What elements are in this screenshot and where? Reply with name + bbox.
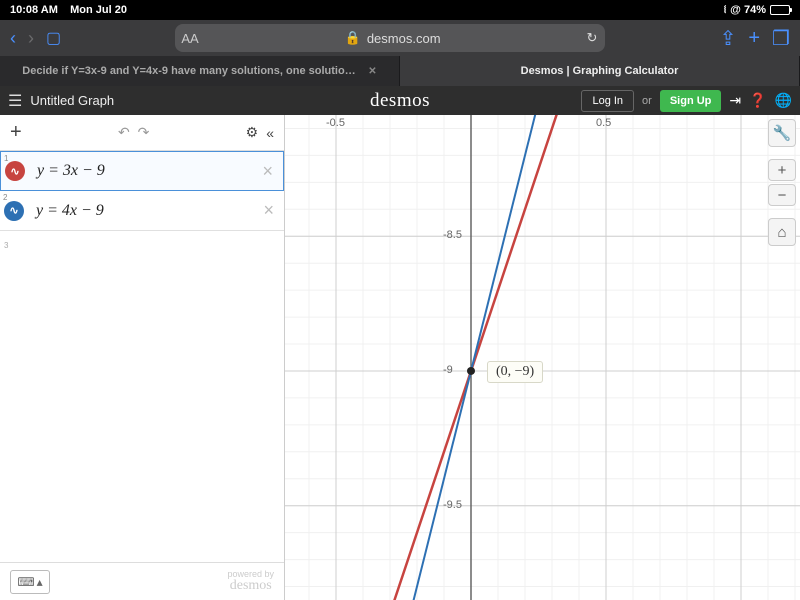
x-tick-label: -0.5 — [326, 117, 345, 129]
expression-input[interactable]: y = 4x − 9 — [28, 202, 253, 220]
expression-row-1[interactable]: 1 ∿ y = 3x − 9 × — [0, 151, 284, 191]
hamburger-icon[interactable]: ☰ — [8, 91, 22, 111]
tab-question[interactable]: Decide if Y=3x-9 and Y=4x-9 have many so… — [0, 56, 400, 86]
y-tick-label: -9.5 — [443, 499, 462, 511]
forward-button[interactable]: › — [28, 28, 34, 49]
powered-logo: desmos — [227, 579, 274, 593]
chevron-up-icon: ▴ — [37, 575, 43, 589]
tab-desmos[interactable]: Desmos | Graphing Calculator — [400, 56, 800, 86]
expression-color-badge[interactable]: 1 ∿ — [1, 152, 29, 190]
lock-icon: 🔒 — [345, 30, 361, 46]
home-zoom-icon[interactable]: ⌂ — [768, 218, 796, 246]
main-content: + ↶ ↷ ⚙ « 1 ∿ y = 3x − 9 × 2 ∿ y = 4x − … — [0, 115, 800, 600]
expression-panel: + ↶ ↷ ⚙ « 1 ∿ y = 3x − 9 × 2 ∿ y = 4x − … — [0, 115, 285, 600]
delete-expression-icon[interactable]: × — [252, 161, 283, 182]
login-button[interactable]: Log In — [581, 90, 634, 112]
share-icon[interactable]: ⇪ — [720, 26, 737, 51]
graph-canvas[interactable]: -0.5 0.5 -8.5 -9 -9.5 (0, −9) 🔧 + − ⌂ — [285, 115, 800, 600]
reader-aa-icon[interactable]: AA — [181, 31, 198, 46]
expr-index: 1 — [4, 154, 8, 163]
battery-percent: @ 74% — [730, 4, 766, 16]
panel-footer: ⌨ ▴ powered by desmos — [0, 562, 284, 600]
expr-index: 2 — [3, 193, 7, 202]
share-graph-icon[interactable]: ⇥ — [729, 92, 741, 109]
tab-label: Desmos | Graphing Calculator — [521, 65, 679, 77]
url-bar[interactable]: AA 🔒 desmos.com ↻ — [175, 24, 605, 52]
status-time: 10:08 AM — [10, 4, 58, 16]
back-button[interactable]: ‹ — [10, 28, 16, 49]
expr-index: 3 — [0, 237, 28, 250]
url-host: desmos.com — [367, 31, 441, 46]
help-icon[interactable]: ❓ — [749, 92, 766, 109]
new-tab-icon[interactable]: + — [748, 27, 760, 50]
status-date: Mon Jul 20 — [70, 4, 127, 16]
powered-by: powered by desmos — [227, 570, 274, 593]
undo-icon[interactable]: ↶ — [118, 124, 130, 141]
settings-gear-icon[interactable]: ⚙ — [246, 124, 259, 141]
keyboard-icon: ⌨ — [17, 575, 34, 589]
y-tick-label: -9 — [443, 364, 453, 376]
or-text: or — [642, 95, 652, 107]
desmos-logo: desmos — [370, 90, 430, 112]
bookmarks-icon[interactable]: ▢ — [46, 28, 61, 48]
zoom-in-button[interactable]: + — [768, 159, 796, 181]
signup-button[interactable]: Sign Up — [660, 90, 722, 112]
x-tick-label: 0.5 — [596, 117, 611, 129]
safari-toolbar: ‹ › ▢ AA 🔒 desmos.com ↻ ⇪ + ❐ — [0, 20, 800, 56]
graph-tools: 🔧 + − ⌂ — [768, 119, 796, 246]
desmos-header: ☰ Untitled Graph desmos Log In or Sign U… — [0, 86, 800, 115]
graph-title[interactable]: Untitled Graph — [30, 93, 114, 108]
expression-row-2[interactable]: 2 ∿ y = 4x − 9 × — [0, 191, 284, 231]
safari-tab-bar: Decide if Y=3x-9 and Y=4x-9 have many so… — [0, 56, 800, 86]
expression-row-empty[interactable]: 3 — [0, 231, 284, 255]
tab-close-icon[interactable]: ✕ — [368, 66, 376, 77]
wifi-icon: ⧙ — [724, 4, 726, 17]
battery-icon — [770, 5, 790, 15]
color-swatch-blue: ∿ — [4, 201, 24, 221]
keyboard-toggle-button[interactable]: ⌨ ▴ — [10, 570, 50, 594]
color-swatch-red: ∿ — [5, 161, 25, 181]
add-expression-button[interactable]: + — [10, 121, 22, 144]
graph-svg — [285, 115, 800, 600]
delete-expression-icon[interactable]: × — [253, 200, 284, 221]
zoom-out-button[interactable]: − — [768, 184, 796, 206]
language-icon[interactable]: 🌐 — [775, 92, 792, 109]
refresh-icon[interactable]: ↻ — [586, 30, 597, 46]
expression-input[interactable]: y = 3x − 9 — [29, 162, 252, 180]
collapse-panel-icon[interactable]: « — [266, 125, 274, 141]
status-left: 10:08 AM Mon Jul 20 — [10, 4, 127, 16]
tabs-icon[interactable]: ❐ — [772, 26, 790, 51]
tab-label: Decide if Y=3x-9 and Y=4x-9 have many so… — [22, 65, 362, 77]
expression-toolbar: + ↶ ↷ ⚙ « — [0, 115, 284, 151]
wrench-settings-icon[interactable]: 🔧 — [768, 119, 796, 147]
redo-icon[interactable]: ↷ — [138, 124, 150, 141]
status-right: ⧙ @ 74% — [724, 4, 790, 17]
expression-color-badge[interactable]: 2 ∿ — [0, 191, 28, 230]
ios-status-bar: 10:08 AM Mon Jul 20 ⧙ @ 74% — [0, 0, 800, 20]
intersection-label[interactable]: (0, −9) — [487, 361, 543, 383]
y-tick-label: -8.5 — [443, 229, 462, 241]
